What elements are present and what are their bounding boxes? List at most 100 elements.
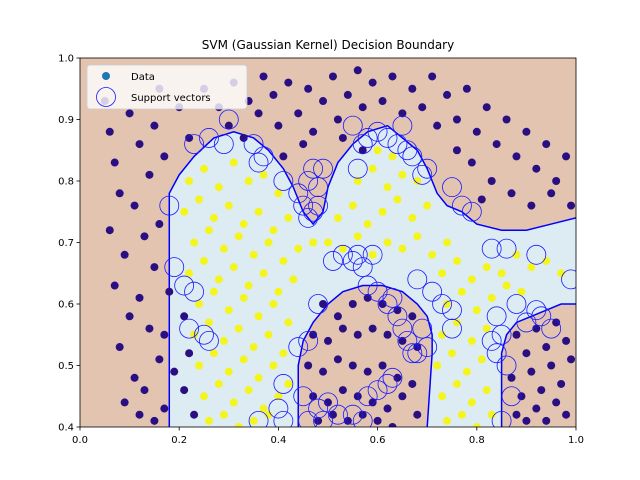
point-positive-1 [200,164,208,173]
point-negative-8 [115,343,124,352]
point-positive-98 [472,306,481,315]
point-positive-73 [333,213,342,222]
point-positive-34 [224,306,233,315]
point-negative-72 [522,127,531,136]
point-negative-43 [269,90,278,99]
point-positive-72 [443,238,452,247]
point-negative-64 [443,90,452,99]
y-tick-label-6: 1.0 [58,54,74,65]
point-positive-18 [234,232,243,241]
point-negative-17 [150,263,159,272]
support-vector-28 [367,121,388,142]
point-negative-118 [383,404,392,413]
point-negative-13 [135,140,144,149]
support-vector-76 [526,300,547,321]
point-positive-75 [363,220,372,229]
support-vector-92 [367,380,388,401]
support-vector-24 [342,115,363,136]
point-positive-36 [254,312,263,321]
point-positive-107 [448,349,456,358]
point-negative-126 [388,423,397,427]
support-vector-25 [347,158,368,179]
support-vector-80 [268,398,289,419]
support-vector-84 [298,410,319,427]
point-negative-18 [135,293,144,302]
point-positive-0 [185,177,194,185]
point-negative-82 [567,201,576,210]
point-negative-35 [180,386,189,395]
point-negative-128 [522,349,531,358]
point-positive-79 [423,201,432,210]
support-vector-65 [432,294,452,314]
point-negative-71 [512,152,521,161]
point-positive-113 [482,386,491,395]
point-positive-59 [204,416,213,425]
support-vector-73 [501,386,522,407]
x-tick-label-2: 0.4 [270,435,286,446]
point-negative-94 [378,300,387,308]
support-vector-16 [293,195,314,216]
support-vector-20 [313,158,333,179]
point-negative-2 [110,158,119,167]
point-negative-48 [299,140,308,149]
point-negative-124 [358,410,367,419]
point-negative-14 [145,170,154,179]
legend-box [86,64,248,110]
support-vector-30 [387,134,408,155]
point-positive-87 [438,269,447,278]
point-negative-84 [477,195,486,204]
legend-data-label: Data [131,72,155,83]
point-negative-119 [398,392,407,401]
point-negative-112 [408,379,417,388]
y-tick-label-1: 0.5 [58,361,74,372]
point-positive-115 [457,410,466,419]
point-positive-53 [200,392,208,401]
point-negative-130 [542,343,551,352]
support-vector-59 [402,343,423,364]
point-negative-83 [452,146,461,155]
point-positive-74 [348,201,357,210]
point-negative-50 [319,97,328,106]
point-negative-22 [150,416,159,425]
point-negative-113 [309,392,318,401]
support-vector-91 [357,386,378,407]
support-vector-47 [352,257,373,278]
point-positive-61 [234,423,243,427]
point-positive-33 [209,287,218,296]
point-positive-40 [204,318,213,327]
support-vector-79 [248,410,269,427]
point-negative-92 [348,300,357,308]
positive-region-main [169,125,576,427]
support-vector-29 [377,128,398,148]
point-positive-26 [214,275,223,284]
support-vector-8 [199,128,219,148]
point-positive-96 [443,300,452,308]
point-negative-93 [363,293,372,302]
point-positive-88 [452,256,461,265]
point-positive-10 [224,201,233,210]
point-positive-101 [517,287,526,296]
point-negative-5 [120,250,129,259]
point-positive-48 [224,367,233,376]
support-vector-90 [352,410,373,427]
point-negative-62 [428,72,437,81]
x-axis: 0.0 0.2 0.4 0.6 0.8 1.0 [72,427,584,446]
point-negative-65 [452,115,461,124]
support-vector-3 [184,281,204,302]
point-positive-20 [264,238,273,247]
point-positive-3 [229,158,238,167]
point-negative-11 [135,410,144,419]
point-positive-42 [234,324,243,333]
legend-support-vectors-label: Support vectors [131,93,211,104]
point-positive-6 [274,189,283,198]
support-vector-23 [308,195,328,216]
support-vector-93 [377,374,398,394]
point-negative-57 [378,97,387,106]
point-positive-27 [229,263,238,272]
point-positive-45 [279,349,288,358]
support-vector-50 [298,330,319,351]
point-positive-90 [482,263,491,272]
point-positive-81 [368,164,377,173]
point-positive-89 [467,275,476,284]
support-vector-2 [174,275,195,296]
